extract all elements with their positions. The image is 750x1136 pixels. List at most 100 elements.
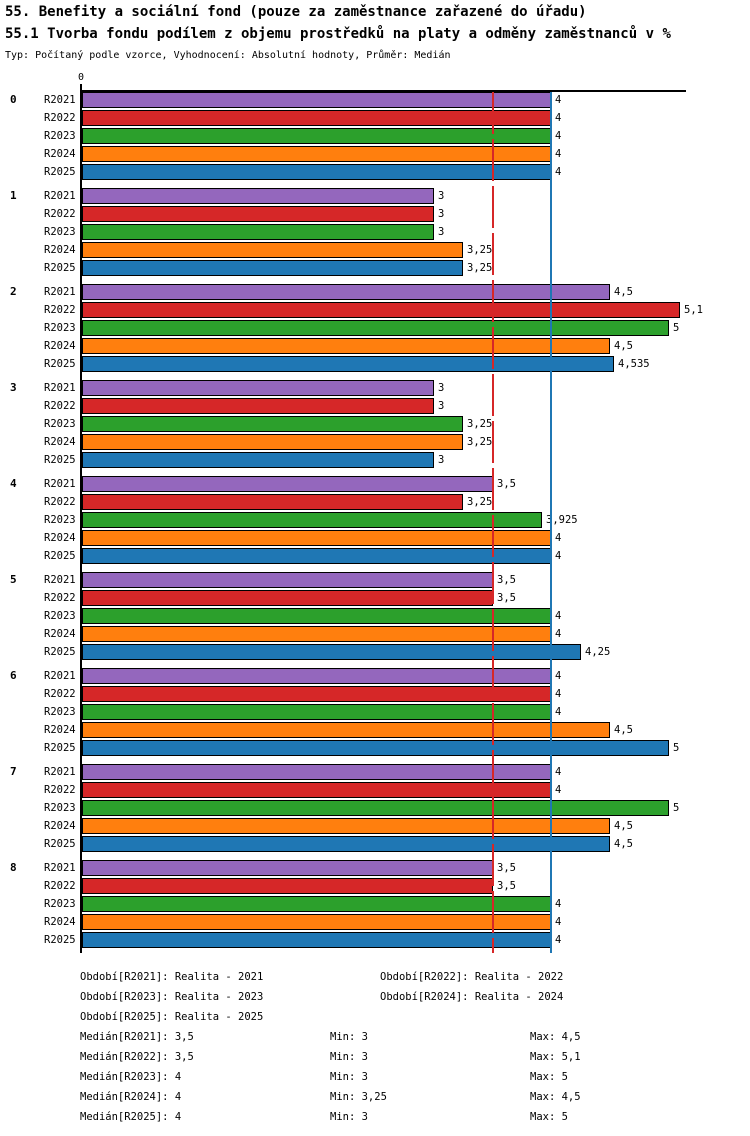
value-label: 3,5 (497, 574, 516, 586)
bar-r2021 (82, 572, 493, 588)
value-label: 4 (555, 934, 562, 946)
legend-min-label: Min: 3 (330, 1111, 368, 1123)
bar-r2022 (82, 590, 493, 606)
year-label: R2022 (44, 304, 76, 316)
legend-min-label: Min: 3 (330, 1031, 368, 1043)
value-label: 4 (555, 688, 562, 700)
year-label: R2023 (44, 802, 76, 814)
bar-r2021 (82, 380, 434, 396)
bar-row: R2023 5 (0, 320, 750, 336)
bar-r2025 (82, 164, 551, 180)
value-label: 4,5 (614, 838, 633, 850)
value-label: 4,25 (585, 646, 611, 658)
bar-row: R2023 5 (0, 800, 750, 816)
value-label: 5 (673, 322, 680, 334)
bar-r2022 (82, 494, 463, 510)
value-label: 3 (438, 400, 445, 412)
bar-r2022 (82, 302, 680, 318)
value-label: 4,5 (614, 724, 633, 736)
median-line-4 (550, 92, 552, 953)
value-label: 4 (555, 916, 562, 928)
bar-row: 6 R2021 4 (0, 668, 750, 684)
bar-r2021 (82, 764, 551, 780)
value-label: 3,5 (497, 862, 516, 874)
bar-row: R2023 4 (0, 608, 750, 624)
bar-r2024 (82, 626, 551, 642)
legend-max-label: Max: 4,5 (530, 1031, 581, 1043)
bar-r2022 (82, 206, 434, 222)
page-subtitle: 55.1 Tvorba fondu podílem z objemu prost… (5, 26, 671, 42)
bar-r2025 (82, 932, 551, 948)
value-label: 4 (555, 550, 562, 562)
bar-r2025 (82, 644, 581, 660)
year-label: R2023 (44, 898, 76, 910)
bar-row: R2022 3,25 (0, 494, 750, 510)
value-label: 4 (555, 670, 562, 682)
year-label: R2023 (44, 514, 76, 526)
bar-r2023 (82, 416, 463, 432)
bar-row: 7 R2021 4 (0, 764, 750, 780)
legend-period-label: Období[R2025]: Realita - 2025 (80, 1011, 264, 1023)
group-label: 5 (10, 573, 17, 586)
legend-max-label: Max: 5 (530, 1071, 568, 1083)
bar-r2024 (82, 338, 610, 354)
year-label: R2024 (44, 724, 76, 736)
year-label: R2021 (44, 478, 76, 490)
bar-r2021 (82, 188, 434, 204)
year-label: R2022 (44, 688, 76, 700)
group-label: 3 (10, 381, 17, 394)
bar-row: R2025 4 (0, 164, 750, 180)
bar-r2024 (82, 914, 551, 930)
bar-row: R2022 4 (0, 686, 750, 702)
legend-min-label: Min: 3,25 (330, 1091, 387, 1103)
legend-median-label: Medián[R2021]: 3,5 (80, 1031, 194, 1043)
legend-period-label: Období[R2023]: Realita - 2023 (80, 991, 264, 1003)
year-label: R2024 (44, 148, 76, 160)
value-label: 5 (673, 742, 680, 754)
bar-r2023 (82, 320, 669, 336)
bar-row: R2024 3,25 (0, 434, 750, 450)
value-label: 5 (673, 802, 680, 814)
legend-period-label: Období[R2022]: Realita - 2022 (380, 971, 564, 983)
bar-row: R2024 4 (0, 146, 750, 162)
value-label: 3,25 (467, 436, 493, 448)
bar-row: R2022 3 (0, 206, 750, 222)
bar-r2025 (82, 836, 610, 852)
bar-r2024 (82, 434, 463, 450)
year-label: R2024 (44, 436, 76, 448)
value-label: 4 (555, 610, 562, 622)
bar-row: R2022 4 (0, 782, 750, 798)
bar-row: R2025 5 (0, 740, 750, 756)
bar-row: R2025 4,5 (0, 836, 750, 852)
bar-r2021 (82, 284, 610, 300)
value-label: 3,5 (497, 880, 516, 892)
bar-r2024 (82, 146, 551, 162)
legend-period-label: Období[R2024]: Realita - 2024 (380, 991, 564, 1003)
value-label: 3,25 (467, 496, 493, 508)
year-label: R2025 (44, 550, 76, 562)
bar-row: R2023 4 (0, 896, 750, 912)
bar-r2022 (82, 686, 551, 702)
value-label: 3,5 (497, 592, 516, 604)
bar-r2023 (82, 128, 551, 144)
year-label: R2022 (44, 496, 76, 508)
value-label: 4 (555, 532, 562, 544)
y-axis-spine (80, 90, 82, 953)
group-label: 0 (10, 93, 17, 106)
bar-row: 0 R2021 4 (0, 92, 750, 108)
bar-row: R2024 3,25 (0, 242, 750, 258)
value-label: 3 (438, 454, 445, 466)
group-label: 6 (10, 669, 17, 682)
bar-row: R2024 4,5 (0, 818, 750, 834)
year-label: R2023 (44, 322, 76, 334)
bar-row: R2023 3 (0, 224, 750, 240)
year-label: R2025 (44, 262, 76, 274)
bar-row: R2024 4 (0, 914, 750, 930)
bar-r2023 (82, 512, 542, 528)
legend-max-label: Max: 4,5 (530, 1091, 581, 1103)
year-label: R2024 (44, 244, 76, 256)
value-label: 5,1 (684, 304, 703, 316)
year-label: R2021 (44, 94, 76, 106)
bar-r2024 (82, 242, 463, 258)
